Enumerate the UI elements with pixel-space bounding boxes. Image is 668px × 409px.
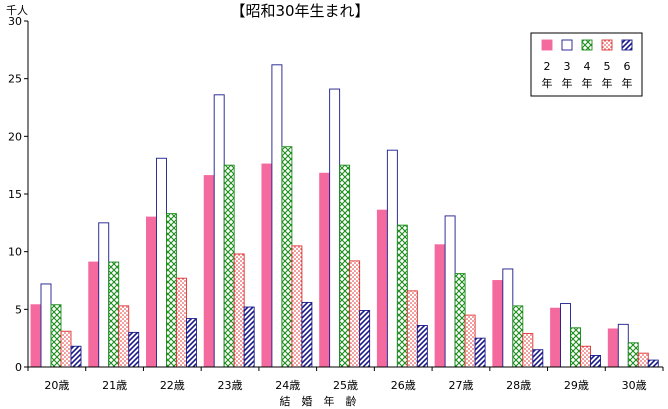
bar-2年: [319, 172, 331, 368]
bar-6年: [474, 337, 486, 368]
bar-4年: [281, 146, 293, 368]
bar-2年: [88, 261, 100, 368]
bar-4年: [166, 213, 177, 368]
legend-swatch-4年: [581, 39, 593, 51]
bar-2年: [550, 307, 561, 368]
legend-label-6年: 年: [622, 76, 633, 90]
bar-3年: [271, 64, 283, 368]
x-tick-label: 29歳: [564, 379, 589, 392]
bar-4年: [50, 304, 62, 368]
bar-2年: [203, 175, 215, 368]
bar-5年: [580, 345, 591, 368]
y-unit-label: 千人: [6, 4, 28, 17]
bar-6年: [590, 355, 601, 368]
y-tick-label: 5: [15, 303, 22, 316]
y-tick-label: 0: [15, 361, 22, 374]
bar-2年: [30, 304, 42, 368]
bar-2年: [146, 216, 157, 368]
bar-5年: [176, 277, 187, 368]
legend-swatch-6年: [621, 39, 633, 51]
bar-6年: [70, 345, 82, 368]
bar-4年: [339, 164, 351, 368]
bar-5年: [291, 245, 303, 368]
bar-5年: [637, 352, 649, 368]
bar-3年: [386, 149, 398, 368]
bar-6年: [186, 318, 197, 368]
legend-swatch-3年: [561, 39, 573, 51]
bar-5年: [118, 305, 130, 368]
bar-4年: [108, 261, 120, 368]
bar-6年: [647, 359, 659, 368]
bar-5年: [522, 333, 534, 368]
bar-6年: [128, 331, 140, 368]
bar-5年: [349, 260, 361, 368]
legend-label-2年: 2: [544, 60, 551, 73]
chart-title: 【昭和30年生まれ】: [230, 2, 369, 20]
bar-5年: [60, 330, 72, 368]
bar-5年: [464, 314, 476, 368]
x-axis: 20歳 21歳 22歳 23歳 24歳 25歳 26歳 27歳 28歳 29歳 30歳: [27, 366, 664, 392]
bar-6年: [243, 306, 255, 368]
legend-label-4年: 4: [584, 60, 591, 73]
x-tick-label: 25歳: [333, 379, 358, 392]
bar-4年: [627, 342, 639, 368]
bar-4年: [454, 273, 466, 368]
bar-3年: [560, 303, 571, 368]
legend-swatch-5年: [601, 39, 613, 51]
bar-2年: [607, 328, 619, 368]
bar-3年: [502, 268, 514, 368]
legend-label-5年: 年: [602, 76, 613, 90]
bar-4年: [570, 327, 581, 368]
bar-3年: [156, 157, 167, 368]
legend-label-6年: 6: [624, 60, 631, 73]
bar-6年: [359, 310, 371, 368]
x-tick-label: 28歳: [506, 379, 531, 392]
y-tick-label: 10: [8, 246, 22, 259]
legend-swatch-2年: [541, 39, 553, 51]
bar-4年: [512, 305, 524, 368]
legend-label-5年: 5: [604, 60, 611, 73]
bar-6年: [416, 325, 428, 368]
y-tick-label: 30: [8, 15, 22, 28]
bar-3年: [213, 94, 225, 368]
bar-5年: [233, 253, 245, 368]
bar-4年: [396, 224, 408, 368]
x-tick-label: 26歳: [391, 379, 416, 392]
bar-4年: [223, 164, 235, 368]
legend-label-3年: 3: [564, 60, 571, 73]
y-tick-label: 15: [8, 188, 22, 201]
bar-3年: [98, 222, 110, 368]
x-tick-label: 30歳: [622, 379, 647, 392]
x-tick-label: 21歳: [102, 379, 127, 392]
bar-2年: [261, 163, 273, 368]
bars: [30, 64, 659, 368]
bar-3年: [617, 323, 629, 368]
y-tick-label: 20: [8, 130, 22, 143]
x-tick-label: 20歳: [44, 379, 69, 392]
legend-label-4年: 年: [582, 76, 593, 90]
bar-6年: [301, 301, 313, 368]
x-tick-label: 23歳: [218, 379, 243, 392]
legend-label-2年: 年: [542, 76, 553, 90]
x-tick-label: 22歳: [160, 379, 185, 392]
legend-label-3年: 年: [562, 76, 573, 90]
bar-2年: [492, 280, 504, 368]
x-tick-label: 27歳: [448, 379, 473, 392]
y-axis: 0 5 10 15 20 25 30: [8, 15, 29, 374]
bar-2年: [434, 244, 446, 368]
bar-2年: [376, 209, 388, 368]
x-axis-title: 結 婚 年 齢: [280, 394, 357, 408]
bar-3年: [40, 283, 52, 368]
y-tick-label: 25: [8, 73, 22, 86]
bar-3年: [329, 88, 341, 368]
x-tick-label: 24歳: [275, 379, 300, 392]
bar-3年: [444, 215, 456, 368]
bar-6年: [532, 349, 544, 368]
bar-5年: [406, 290, 418, 368]
